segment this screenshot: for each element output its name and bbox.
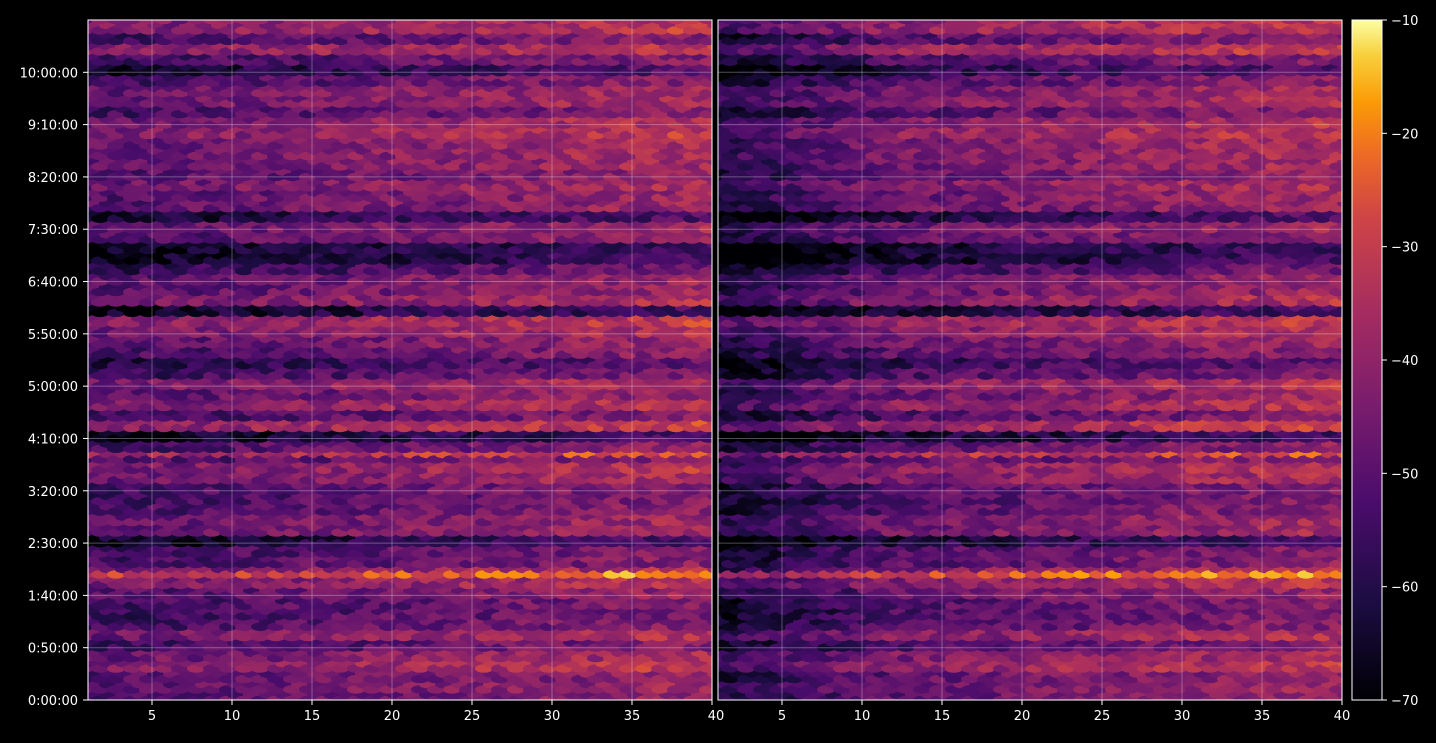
heatmap-cell <box>699 382 712 391</box>
heatmap-cell <box>699 392 712 401</box>
heatmap-cell <box>699 277 712 286</box>
heatmap-cell <box>699 214 712 223</box>
heatmap-cell <box>699 130 712 140</box>
heatmap-cell <box>699 308 712 318</box>
heatmap-cell <box>699 444 712 454</box>
heatmap-cell <box>699 225 712 234</box>
heatmap-cell <box>699 266 712 276</box>
heatmap-cell <box>699 685 712 694</box>
heatmap-cell <box>699 78 712 87</box>
heatmap-cell <box>699 612 712 621</box>
heatmap-cell <box>699 246 712 255</box>
heatmap-cell <box>699 674 712 684</box>
heatmap-cell <box>699 654 712 663</box>
heatmap-cell <box>699 204 712 213</box>
heatmap-cell <box>699 361 712 370</box>
heatmap-cell <box>699 591 712 600</box>
heatmap-cell <box>699 538 712 548</box>
heatmap-cell <box>699 622 712 631</box>
heatmap-cell <box>699 507 712 516</box>
heatmap-cell <box>699 340 712 349</box>
heatmap-cell <box>699 162 712 171</box>
heatmap-cell <box>699 465 712 474</box>
heatmap-cell <box>699 287 712 297</box>
heatmap-cell <box>699 601 712 610</box>
heatmap-panel-left <box>88 20 712 700</box>
heatmap-cell <box>699 319 712 328</box>
heatmap-cell <box>699 110 712 119</box>
heatmap-cell <box>699 643 712 652</box>
heatmap-cell <box>699 193 712 202</box>
heatmap-cell <box>699 664 712 673</box>
heatmap-cell <box>699 413 712 422</box>
heatmap-cell <box>699 455 712 464</box>
heatmap-cell <box>699 151 712 161</box>
heatmap-cell <box>699 89 712 98</box>
heatmap-cell <box>699 235 712 244</box>
heatmap-cell <box>699 486 712 495</box>
heatmap-cell <box>699 183 712 192</box>
heatmap-cell <box>699 528 712 537</box>
heatmap-cell <box>699 423 712 433</box>
heatmap-cell <box>699 580 712 590</box>
heatmap-cell <box>699 570 712 579</box>
heatmap-cell <box>699 402 712 412</box>
heatmap-cell <box>699 256 712 265</box>
heatmap-cell <box>699 141 712 150</box>
heatmap-cell <box>699 329 712 338</box>
heatmap-cell <box>699 559 712 569</box>
heatmap-cell <box>699 99 712 108</box>
heatmap-cell <box>699 633 712 642</box>
heatmap-cell <box>699 434 712 443</box>
heatmap-cell <box>699 371 712 380</box>
heatmap-cell <box>699 549 712 558</box>
heatmap-cell <box>699 497 712 506</box>
heatmap-cell <box>699 518 712 527</box>
heatmap-cell <box>699 350 712 359</box>
heatmap-cell <box>699 476 712 485</box>
heatmap-cell <box>699 57 712 66</box>
heatmap-cell <box>699 298 712 307</box>
